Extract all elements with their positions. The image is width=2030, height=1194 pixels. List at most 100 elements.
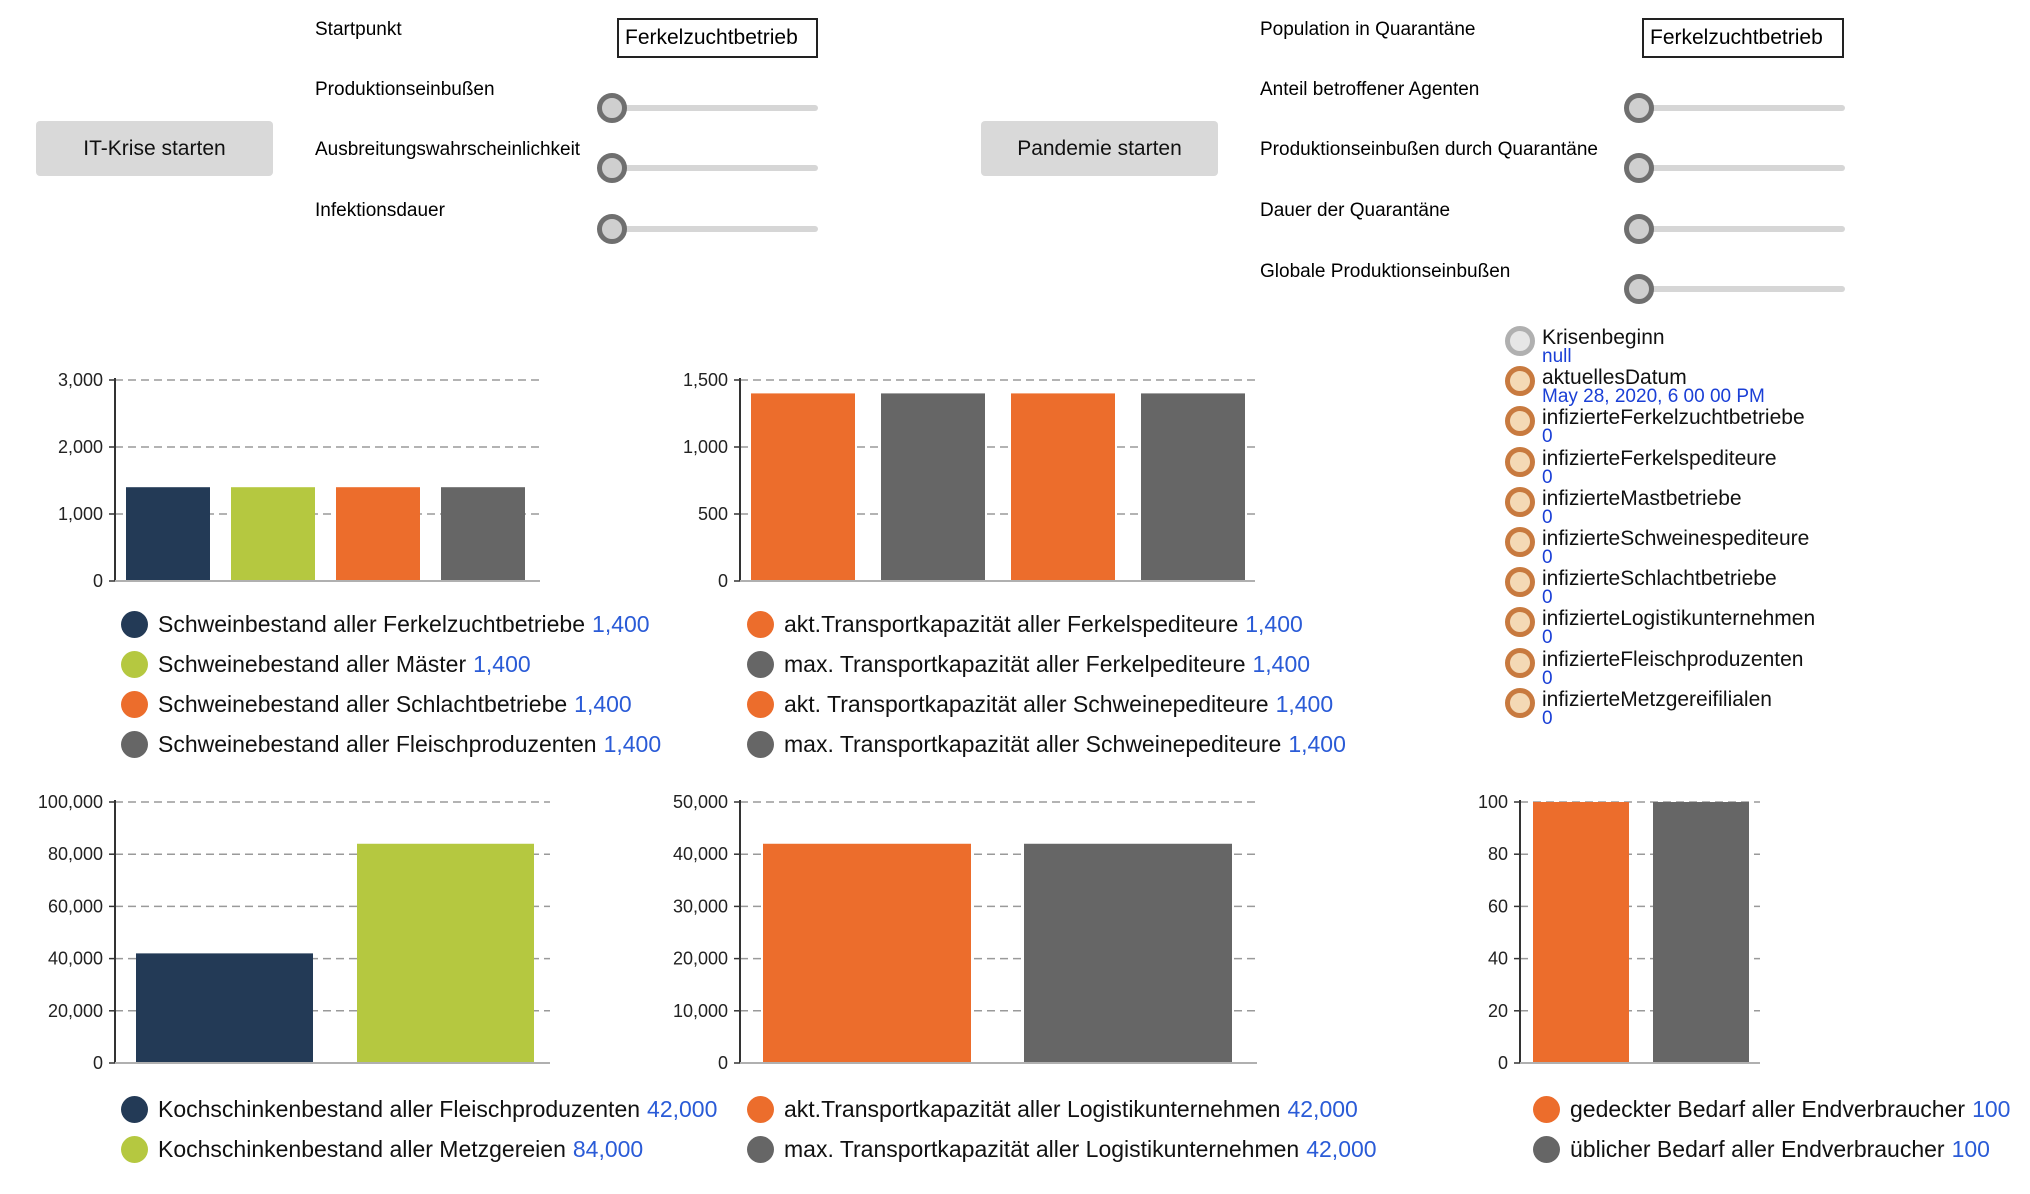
legend-label: akt.Transportkapazität aller Logistikunt… xyxy=(784,1095,1281,1122)
slider-knob[interactable] xyxy=(1624,153,1654,183)
bar xyxy=(1141,393,1245,581)
legend-item: akt. Transportkapazität aller Schweinepe… xyxy=(747,684,1346,724)
legend-item: akt.Transportkapazität aller Logistikunt… xyxy=(747,1089,1377,1129)
chart4-legend: akt.Transportkapazität aller Logistikunt… xyxy=(747,1089,1377,1169)
legend-label: Schweinebestand aller Schlachtbetriebe xyxy=(158,690,568,717)
pandemic-start-button[interactable]: Pandemie starten xyxy=(981,121,1218,176)
y-tick-label: 100 xyxy=(1478,792,1508,812)
y-tick-label: 1,500 xyxy=(683,370,728,390)
bar xyxy=(357,843,534,1063)
slider-knob[interactable] xyxy=(597,153,627,183)
legend-value: 42,000 xyxy=(1287,1095,1358,1122)
y-tick-label: 60 xyxy=(1488,896,1508,916)
bar-chart-1: 0 1,000 2,000 3,000 xyxy=(58,370,540,591)
y-tick-label: 20,000 xyxy=(673,949,728,969)
legend-dot-icon xyxy=(121,690,148,718)
variable-name: infizierteFleischproduzenten xyxy=(1542,647,1804,671)
variable-value: 0 xyxy=(1542,627,1553,649)
y-tick-label: 2,000 xyxy=(58,437,103,457)
chart2-legend: akt.Transportkapazität aller Ferkelspedi… xyxy=(747,604,1346,764)
legend-dot-icon xyxy=(121,610,148,638)
it-ausbreitung-slider[interactable] xyxy=(597,153,818,183)
legend-item: üblicher Bedarf aller Endverbraucher 100 xyxy=(1533,1129,2010,1169)
it-startpunkt-dropdown[interactable]: Ferkelzuchtbetrieb xyxy=(617,18,818,58)
variable-value: null xyxy=(1542,346,1572,367)
y-tick-label: 80 xyxy=(1488,844,1508,864)
legend-dot-icon xyxy=(747,650,774,678)
pandemic-global-slider[interactable] xyxy=(1624,274,1845,304)
legend-dot-icon xyxy=(121,730,148,758)
y-tick-label: 0 xyxy=(718,571,728,591)
y-tick-label: 1,000 xyxy=(683,437,728,457)
legend-label: Kochschinkenbestand aller Fleischproduze… xyxy=(158,1095,641,1122)
pandemic-quarantaene-einbussen-slider[interactable] xyxy=(1624,153,1845,183)
legend-dot-icon xyxy=(121,650,148,678)
slider-knob[interactable] xyxy=(597,93,627,123)
pandemic-param-anteil-label: Anteil betroffener Agenten xyxy=(1260,79,1480,100)
legend-label: Schweinbestand aller Ferkelzuchtbetriebe xyxy=(158,610,586,637)
variable-name: Krisenbeginn xyxy=(1542,326,1665,349)
legend-dot-icon xyxy=(747,1135,774,1163)
legend-value: 1,400 xyxy=(1275,690,1334,717)
legend-label: max. Transportkapazität aller Schweinepe… xyxy=(784,730,1282,757)
legend-item: max. Transportkapazität aller Logistikun… xyxy=(747,1129,1377,1169)
y-tick-label: 3,000 xyxy=(58,370,103,390)
variable-value: 0 xyxy=(1542,667,1553,689)
pandemic-population-dropdown[interactable]: Ferkelzuchtbetrieb xyxy=(1642,18,1844,58)
legend-dot-icon xyxy=(1533,1095,1560,1123)
pandemic-anteil-slider[interactable] xyxy=(1624,93,1845,123)
y-tick-label: 40 xyxy=(1488,949,1508,969)
variable-value: 0 xyxy=(1542,426,1553,448)
variable-indicator-icon xyxy=(1505,567,1535,598)
slider-knob[interactable] xyxy=(1624,93,1654,123)
bar xyxy=(441,487,525,581)
legend-value: 42,000 xyxy=(1306,1135,1377,1162)
variable-value: 0 xyxy=(1542,707,1553,729)
bar xyxy=(1653,802,1749,1063)
y-tick-label: 60,000 xyxy=(48,896,103,916)
y-tick-label: 10,000 xyxy=(673,1001,728,1021)
legend-dot-icon xyxy=(747,730,774,758)
it-produktionseinbussen-slider[interactable] xyxy=(597,93,818,123)
legend-value: 1,400 xyxy=(473,650,531,677)
bar xyxy=(126,487,210,581)
y-tick-label: 1,000 xyxy=(58,504,103,524)
variable-value: 0 xyxy=(1542,546,1553,568)
legend-dot-icon xyxy=(747,1095,774,1123)
it-crisis-start-button[interactable]: IT-Krise starten xyxy=(36,121,273,176)
legend-dot-icon xyxy=(747,690,774,718)
y-tick-label: 80,000 xyxy=(48,844,103,864)
y-tick-label: 30,000 xyxy=(673,896,728,916)
legend-item: Schweinbestand aller Ferkelzuchtbetriebe… xyxy=(121,604,661,644)
pandemic-param-dauer-label: Dauer der Quarantäne xyxy=(1260,200,1451,221)
it-param-startpunkt-label: Startpunkt xyxy=(315,19,402,40)
variable-indicator-icon xyxy=(1505,326,1535,356)
bar xyxy=(881,393,985,581)
slider-knob[interactable] xyxy=(1624,274,1654,304)
pandemic-param-population-label: Population in Quarantäne xyxy=(1260,19,1476,40)
legend-item: Kochschinkenbestand aller Fleischproduze… xyxy=(121,1089,717,1129)
slider-track xyxy=(1624,105,1845,111)
it-infektionsdauer-slider[interactable] xyxy=(597,214,818,244)
bar xyxy=(1011,393,1115,581)
legend-value: 84,000 xyxy=(572,1135,644,1162)
pandemic-dauer-slider[interactable] xyxy=(1624,214,1845,244)
y-tick-label: 40,000 xyxy=(48,949,103,969)
slider-track xyxy=(1624,286,1845,292)
variable-name: infizierteLogistikunternehmen xyxy=(1542,607,1816,631)
slider-knob[interactable] xyxy=(597,214,627,244)
legend-value: 1,400 xyxy=(1245,610,1303,637)
y-tick-label: 0 xyxy=(93,1053,103,1073)
slider-track xyxy=(597,226,818,232)
legend-value: 100 xyxy=(1951,1135,1990,1162)
bar xyxy=(763,843,971,1063)
slider-knob[interactable] xyxy=(1624,214,1654,244)
y-tick-label: 0 xyxy=(1498,1053,1508,1073)
variable-indicator-icon xyxy=(1505,486,1535,517)
y-tick-label: 20 xyxy=(1488,1001,1508,1021)
y-tick-label: 20,000 xyxy=(48,1001,103,1021)
legend-label: akt.Transportkapazität aller Ferkelspedi… xyxy=(784,610,1239,637)
chart1-legend: Schweinbestand aller Ferkelzuchtbetriebe… xyxy=(121,604,661,764)
y-tick-label: 0 xyxy=(93,571,103,591)
